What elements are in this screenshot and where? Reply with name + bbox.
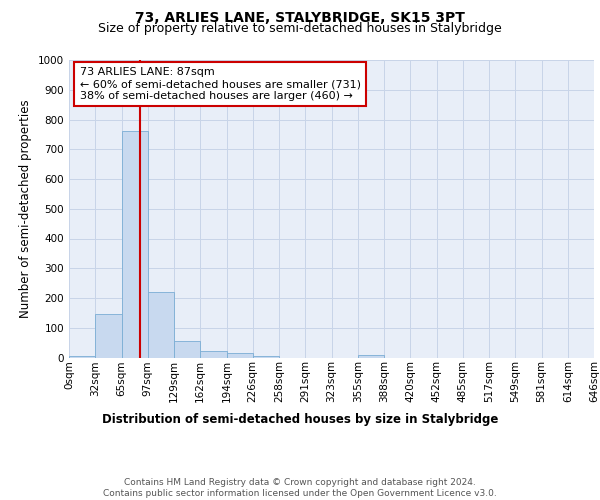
Y-axis label: Number of semi-detached properties: Number of semi-detached properties: [19, 100, 32, 318]
Bar: [69, 356, 95, 358]
Bar: [358, 354, 384, 358]
Bar: [253, 356, 279, 358]
Bar: [227, 354, 253, 358]
Text: 73 ARLIES LANE: 87sqm
← 60% of semi-detached houses are smaller (731)
38% of sem: 73 ARLIES LANE: 87sqm ← 60% of semi-deta…: [79, 68, 361, 100]
Text: Size of property relative to semi-detached houses in Stalybridge: Size of property relative to semi-detach…: [98, 22, 502, 35]
Text: Contains HM Land Registry data © Crown copyright and database right 2024.
Contai: Contains HM Land Registry data © Crown c…: [103, 478, 497, 498]
Bar: [95, 314, 121, 358]
Text: Distribution of semi-detached houses by size in Stalybridge: Distribution of semi-detached houses by …: [102, 412, 498, 426]
Bar: [148, 292, 174, 358]
Bar: [174, 341, 200, 357]
Bar: [121, 132, 148, 358]
Bar: [200, 351, 227, 358]
Text: 73, ARLIES LANE, STALYBRIDGE, SK15 3PT: 73, ARLIES LANE, STALYBRIDGE, SK15 3PT: [135, 11, 465, 25]
